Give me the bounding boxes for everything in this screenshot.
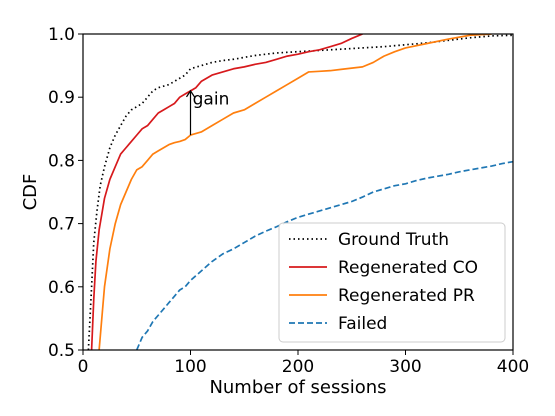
x-axis-label: Number of sessions bbox=[209, 377, 386, 398]
legend-label-ground-truth: Ground Truth bbox=[338, 230, 449, 250]
y-tick-label: 1.0 bbox=[48, 25, 75, 45]
x-tick-label: 300 bbox=[389, 357, 421, 377]
y-tick-label: 0.7 bbox=[48, 215, 75, 235]
y-tick-label: 0.6 bbox=[48, 278, 75, 298]
series-line-failed bbox=[135, 160, 513, 350]
series-line-regenerated-pr bbox=[98, 34, 492, 350]
gain-arrow-head bbox=[186, 89, 195, 98]
legend-entries: Ground Truth Regenerated CO Regenerated PR… bbox=[289, 230, 478, 334]
series-layer bbox=[87, 34, 513, 350]
y-tick-label: 0.5 bbox=[48, 341, 75, 361]
legend-label-regenerated-co: Regenerated CO bbox=[338, 258, 478, 278]
y-axis-label: CDF bbox=[20, 174, 41, 211]
x-tick-label: 0 bbox=[78, 357, 89, 377]
gain-annotation: gain bbox=[193, 89, 230, 109]
legend-label-failed: Failed bbox=[338, 314, 387, 334]
series-line-regenerated-co bbox=[90, 34, 363, 350]
x-tick-label: 200 bbox=[282, 357, 314, 377]
y-tick-label: 0.8 bbox=[48, 151, 75, 171]
annotation-layer: gain bbox=[186, 89, 230, 136]
x-tick-label: 100 bbox=[174, 357, 206, 377]
legend-box bbox=[278, 222, 506, 343]
ticks-layer: 0 100 200 300 400 0.5 0.6 0.7 0.8 0.9 1.0 bbox=[48, 25, 529, 377]
legend-label-regenerated-pr: Regenerated PR bbox=[338, 286, 475, 306]
legend: Ground Truth Regenerated CO Regenerated PR… bbox=[278, 222, 506, 343]
y-tick-label: 0.9 bbox=[48, 88, 75, 108]
x-tick-label: 400 bbox=[497, 357, 529, 377]
